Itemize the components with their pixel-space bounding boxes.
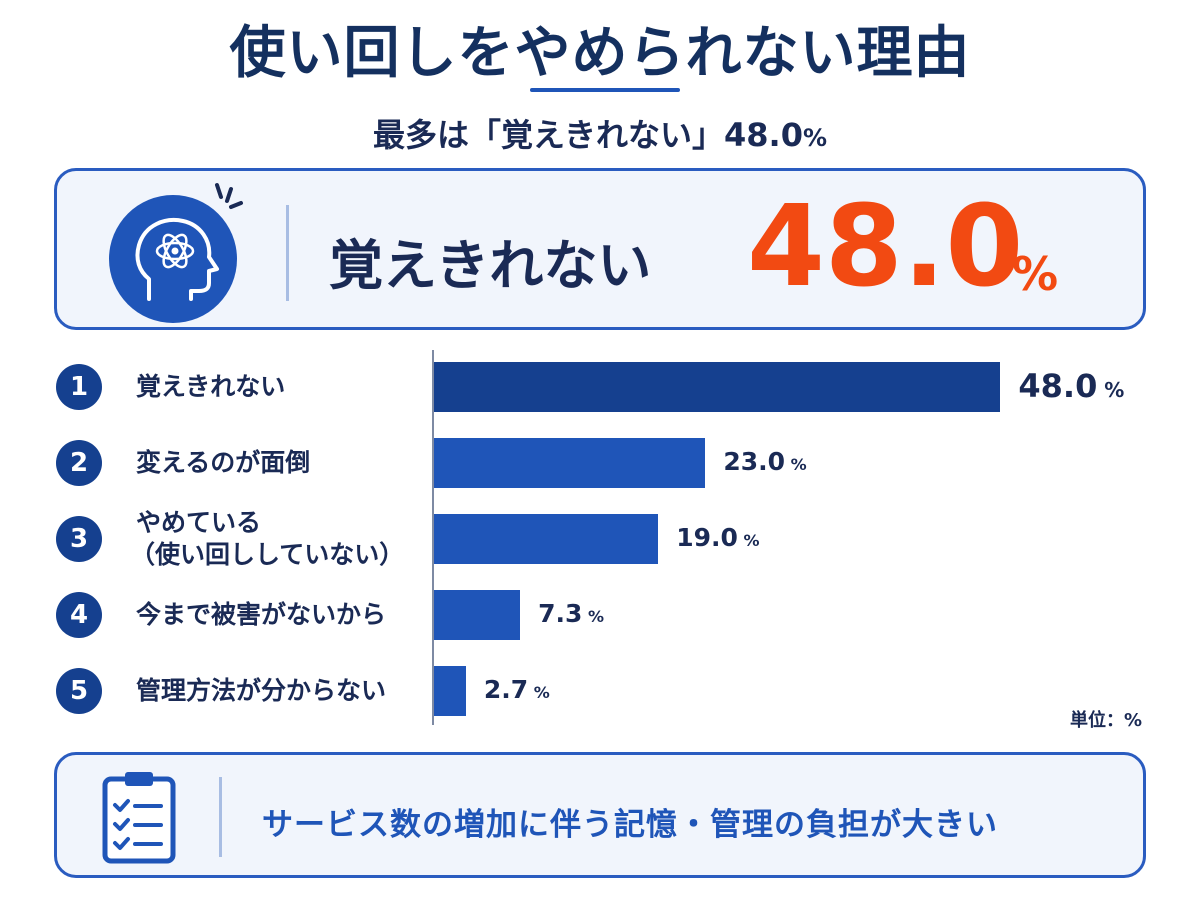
highlight-label: 覚えきれない — [329, 234, 652, 297]
rank-badge: 5 — [56, 668, 102, 714]
data-label: 48.0 % — [1018, 367, 1125, 405]
category-label: 変えるのが面倒 — [136, 448, 311, 477]
category-label: 覚えきれない — [136, 372, 286, 401]
category-label: やめている （使い回ししていない） — [130, 508, 405, 569]
bar — [434, 590, 521, 640]
bar — [434, 438, 706, 488]
subtitle-unit: % — [802, 124, 828, 152]
data-label: 19.0 % — [676, 523, 760, 552]
title-underline — [530, 88, 680, 92]
data-label: 7.3 % — [538, 599, 605, 628]
highlight-value: 48.0 — [747, 182, 1024, 312]
bar-chart: 単位：% 1 覚えきれない 48.0 % 2 変えるのが面倒 23.0 % 3 やめている （使… — [0, 340, 1200, 740]
page-title: 使い回しをやめられない理由 — [229, 21, 971, 86]
head-brain-icon — [109, 195, 237, 323]
rank-badge: 1 — [56, 364, 102, 410]
subtitle-text: 最多は「覚えきれない」48.0 — [372, 116, 803, 154]
category-label: 管理方法が分からない — [136, 676, 387, 705]
unit-note: 単位：% — [1069, 710, 1142, 731]
rank-badge: 2 — [56, 440, 102, 486]
page-subtitle: 最多は「覚えきれない」48.0% — [0, 110, 1200, 156]
highlight-divider — [286, 205, 289, 301]
checklist-clipboard-icon — [102, 772, 176, 864]
rank-badge: 4 — [56, 592, 102, 638]
category-label: 今まで被害がないから — [136, 600, 387, 629]
data-label: 2.7 % — [483, 675, 550, 704]
summary-divider — [219, 777, 222, 857]
bar — [434, 666, 466, 716]
summary-text: サービス数の増加に伴う記憶・管理の負担が大きい — [262, 807, 998, 843]
bar — [434, 514, 659, 564]
data-label: 23.0 % — [723, 447, 807, 476]
bar — [434, 362, 1001, 412]
highlight-unit: % — [1012, 247, 1059, 301]
spark-lines-icon — [215, 183, 243, 209]
rank-badge: 3 — [56, 516, 102, 562]
highlight-card: 覚えきれない 48.0 % — [54, 168, 1146, 330]
summary-card: サービス数の増加に伴う記憶・管理の負担が大きい — [54, 752, 1146, 878]
chart-axis-line — [432, 350, 434, 725]
